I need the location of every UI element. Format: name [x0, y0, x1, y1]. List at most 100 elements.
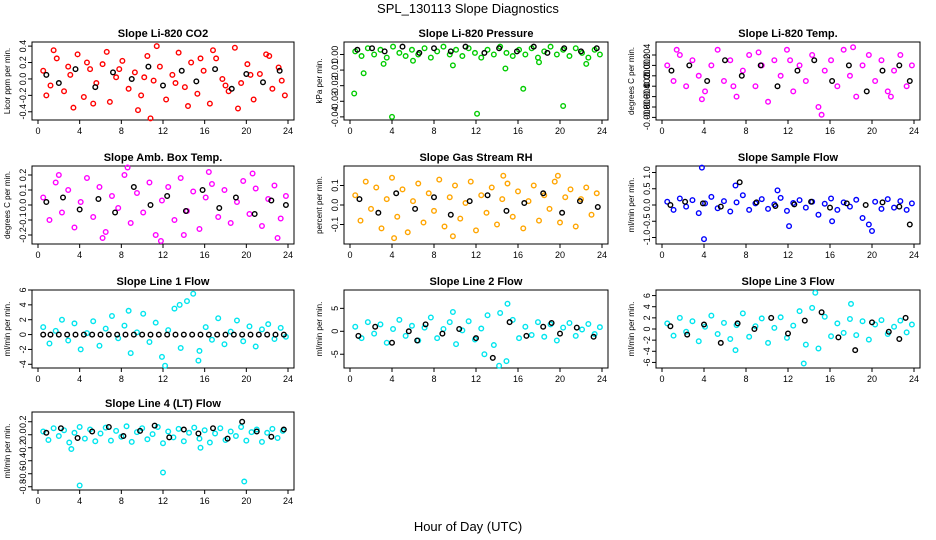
data-point [43, 71, 50, 78]
data-point [269, 85, 276, 92]
data-point [46, 216, 53, 223]
data-point [727, 336, 734, 343]
data-point [752, 323, 759, 330]
data-point [879, 199, 886, 206]
data-point [394, 213, 401, 220]
data-point [506, 319, 513, 326]
data-point [897, 52, 904, 59]
data-point [80, 331, 87, 338]
data-point [739, 192, 746, 199]
data-point [281, 92, 288, 99]
plot-frame [31, 289, 295, 369]
data-point [212, 430, 219, 437]
data-point [676, 195, 683, 202]
data-point [258, 326, 265, 333]
data-point [71, 224, 78, 231]
data-point [884, 196, 891, 203]
data-point [585, 54, 592, 61]
data-point [698, 164, 705, 171]
y-tick-label: -2 [18, 345, 28, 353]
data-point [583, 184, 590, 191]
data-point [274, 234, 281, 241]
data-point [196, 347, 203, 354]
data-point [821, 67, 828, 74]
data-point [702, 200, 709, 207]
data-point [277, 215, 284, 222]
y-tick-label: 0.1 [330, 179, 340, 192]
data-point [65, 186, 72, 193]
data-point [389, 113, 396, 120]
data-point [714, 46, 721, 53]
data-point [478, 325, 485, 332]
x-tick-label: 4 [701, 374, 706, 384]
data-point [434, 48, 441, 55]
data-point [708, 193, 715, 200]
data-point [683, 83, 690, 90]
data-point [560, 324, 567, 331]
data-point [557, 219, 564, 226]
y-tick-label: -0.002 [642, 73, 652, 99]
data-point [197, 331, 204, 338]
data-point [490, 342, 497, 349]
data-point [765, 339, 772, 346]
data-point [431, 45, 438, 52]
data-point [459, 53, 466, 60]
data-point [471, 49, 478, 56]
x-tick-label: 20 [867, 374, 877, 384]
data-point [222, 82, 229, 89]
data-point [852, 347, 859, 354]
data-point [90, 100, 97, 107]
y-tick-label: -1.0 [642, 230, 652, 246]
x-tick-label: 16 [825, 126, 835, 136]
data-point [676, 52, 683, 59]
data-point [522, 323, 529, 330]
data-point [140, 209, 147, 216]
data-point [57, 425, 64, 432]
x-tick-label: 16 [200, 374, 210, 384]
x-tick-label: 8 [119, 374, 124, 384]
data-point [189, 331, 196, 338]
data-point [113, 74, 120, 81]
data-point [354, 46, 361, 53]
data-point [404, 229, 411, 236]
y-tick-label: 6 [642, 293, 652, 298]
data-point [206, 439, 213, 446]
data-point [97, 430, 104, 437]
x-tick-label: 4 [77, 250, 82, 260]
data-point [253, 426, 260, 433]
x-tick-label: 8 [743, 374, 748, 384]
data-point [115, 204, 122, 211]
data-point [473, 335, 480, 342]
x-tick-label: 12 [783, 126, 793, 136]
data-point [390, 326, 397, 333]
data-point [739, 310, 746, 317]
data-point [90, 213, 97, 220]
data-point [504, 180, 511, 187]
data-point [383, 196, 390, 203]
x-tick-label: 0 [659, 126, 664, 136]
y-tick-label: 5 [330, 306, 340, 311]
y-tick-label: 0.2 [18, 415, 28, 428]
data-point [410, 198, 417, 205]
x-tick-label: 20 [241, 496, 251, 506]
data-point [902, 314, 909, 321]
data-point [121, 322, 128, 329]
data-point [727, 208, 734, 215]
data-point [52, 327, 59, 334]
data-point [796, 308, 803, 315]
data-point [572, 45, 579, 52]
x-tick-label: 16 [200, 126, 210, 136]
data-point [484, 46, 491, 53]
data-point [76, 423, 83, 430]
data-point [777, 194, 784, 201]
x-tick-label: 0 [35, 496, 40, 506]
data-point [176, 301, 183, 308]
data-point [695, 72, 702, 79]
data-point [664, 198, 671, 205]
data-point [153, 43, 160, 50]
data-point [130, 331, 137, 338]
data-point [771, 57, 778, 64]
data-point [727, 57, 734, 64]
data-point [201, 427, 208, 434]
